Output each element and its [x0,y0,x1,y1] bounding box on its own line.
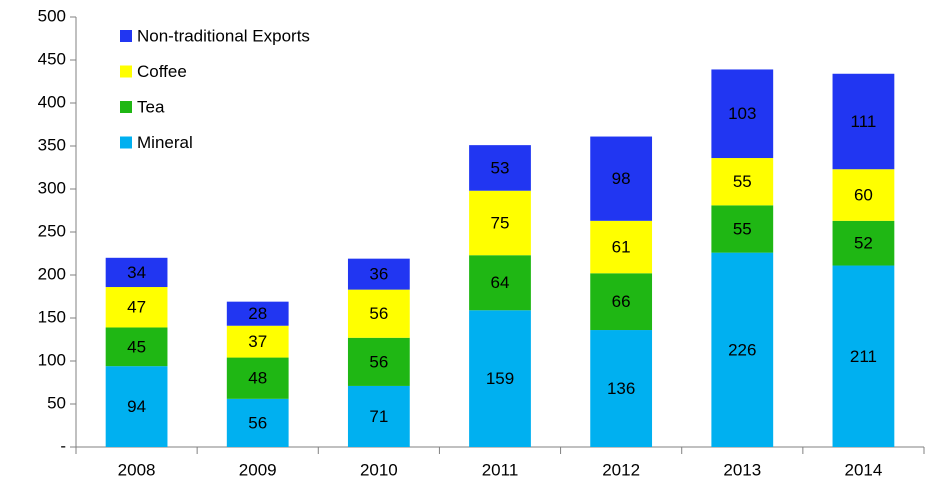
bar-segment [469,145,531,191]
y-tick-label: 500 [38,6,66,25]
bar-segment [832,220,895,266]
x-tick-label: 2012 [602,460,640,479]
y-tick-label: 200 [38,264,66,283]
legend-swatch [120,136,132,149]
y-tick-label: 450 [38,49,66,68]
legend-label: Tea [137,97,165,116]
bar-segment [711,205,774,253]
data-label: 34 [127,263,146,282]
x-tick-label: 2009 [239,460,277,479]
bar-segment [105,287,168,328]
bar-segment [590,273,653,331]
legend-swatch [120,30,132,42]
data-label: 36 [369,265,388,284]
bar-segment [711,69,774,159]
bar-segment [590,136,653,221]
data-label: 53 [491,158,510,177]
x-tick-label: 2014 [845,460,883,479]
bar-segment [347,337,410,386]
bar-segment [590,220,653,274]
y-tick-label: 350 [38,135,66,154]
data-label: 48 [248,369,267,388]
y-tick-label: - [60,436,66,455]
y-tick-label: 150 [38,307,66,326]
data-label: 47 [127,298,146,317]
data-label: 111 [851,112,877,131]
legend-swatch [120,101,132,113]
bar-segment [347,385,410,447]
bar-segment [105,366,168,447]
bar-segment [832,73,895,170]
data-label: 211 [850,347,877,366]
bar-segment [711,252,774,447]
data-label: 55 [733,172,752,191]
data-label: 75 [491,213,510,232]
data-label: 37 [248,332,267,351]
y-tick-label: 300 [38,178,66,197]
data-label: 45 [127,337,146,356]
bar-segment [832,169,895,221]
data-label: 94 [127,397,146,416]
bar-segment [469,255,531,311]
bar-segment [711,158,774,206]
y-tick-label: 100 [38,350,66,369]
bar-segment [347,289,410,338]
bar-segment [105,327,168,367]
data-label: 103 [728,104,756,123]
bar-segment [226,301,289,326]
legend-swatch [120,65,132,78]
x-tick-label: 2008 [118,460,156,479]
data-label: 56 [369,304,388,323]
legend-label: Coffee [137,62,187,81]
bar-segment [832,265,895,447]
legend-label: Mineral [137,133,193,152]
data-label: 71 [369,407,388,426]
data-label: 98 [612,169,631,188]
y-tick-label: 250 [38,221,66,240]
legend-label: Non-traditional Exports [137,26,310,45]
data-label: 56 [248,413,267,432]
data-label: 60 [854,186,873,205]
data-label: 66 [612,292,631,311]
data-label: 52 [854,234,873,253]
data-label: 136 [607,379,635,398]
bar-segment [469,310,531,447]
y-tick-label: 50 [47,393,66,412]
bar-segment [226,325,289,358]
data-label: 159 [486,369,514,388]
data-label: 55 [733,219,752,238]
bar-segment [469,190,531,256]
bar-segment [226,357,289,399]
data-label: 28 [248,304,267,323]
x-tick-label: 2010 [360,460,398,479]
bar-segment [347,258,410,290]
bar-segment [105,257,168,288]
data-label: 61 [612,238,631,257]
x-tick-label: 2013 [723,460,761,479]
y-tick-label: 400 [38,92,66,111]
x-tick-label: 2011 [482,460,519,479]
bar-segment [590,330,653,447]
data-label: 56 [369,352,388,371]
data-label: 226 [728,340,756,359]
bar-segment [226,398,289,447]
data-label: 64 [491,273,510,292]
